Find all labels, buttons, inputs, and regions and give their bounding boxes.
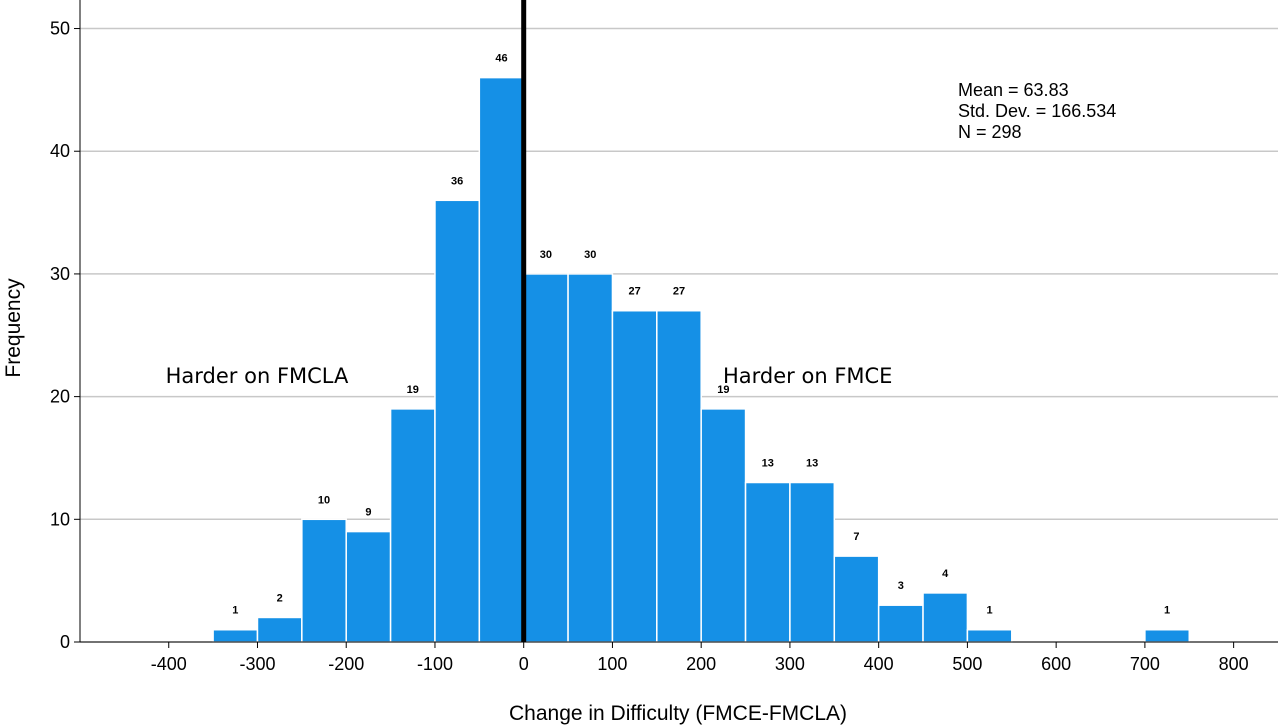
histogram-bar <box>212 628 259 643</box>
histogram-bar <box>256 616 303 643</box>
x-tick-label: 300 <box>775 654 805 674</box>
y-tick-label: 30 <box>50 264 70 284</box>
bar-value-label: 30 <box>584 249 596 261</box>
y-tick-label: 50 <box>50 19 70 39</box>
histogram-bar <box>700 408 747 643</box>
histogram-bar <box>877 604 924 643</box>
bar-value-label: 1 <box>232 605 238 617</box>
histogram-bar <box>966 628 1013 643</box>
x-tick-label: 200 <box>686 654 716 674</box>
x-tick-label: 0 <box>519 654 529 674</box>
bar-value-label: 7 <box>853 531 859 543</box>
histogram-bar <box>522 273 569 643</box>
bar-value-label: 46 <box>495 53 507 65</box>
x-tick-label: 800 <box>1219 654 1249 674</box>
bar-value-label: 13 <box>806 458 818 470</box>
bar-labels: 1 2 10 9 19 36 46 30 30 27 27 19 13 13 7 3 4 1 1 <box>232 53 1170 617</box>
bar-value-label: 9 <box>365 507 371 519</box>
y-tick-labels: 0 10 20 30 40 50 <box>50 19 70 652</box>
histogram-bar <box>611 309 658 643</box>
histogram-bar <box>1144 628 1191 643</box>
bar-value-label: 36 <box>451 175 463 187</box>
histogram-bar <box>478 76 525 643</box>
stats-line: Mean = 63.83 <box>958 80 1069 100</box>
axes <box>74 0 1278 648</box>
histogram-bar <box>389 408 436 643</box>
x-tick-label: -400 <box>151 654 187 674</box>
y-tick-label: 20 <box>50 387 70 407</box>
bar-value-label: 1 <box>1164 605 1170 617</box>
x-tick-label: -100 <box>417 654 453 674</box>
bar-value-label: 30 <box>540 249 552 261</box>
histogram-bar <box>922 592 969 643</box>
x-tick-label: 400 <box>864 654 894 674</box>
x-tick-labels: -400 -300 -200 -100 0 100 200 300 400 500 600 700 80… <box>151 654 1249 674</box>
bar-value-label: 3 <box>898 580 904 592</box>
histogram-bar <box>656 309 702 643</box>
histogram-bar <box>434 199 481 643</box>
bar-value-label: 10 <box>318 494 330 506</box>
y-axis-title: Frequency <box>2 278 25 378</box>
stats-line: Std. Dev. = 166.534 <box>958 101 1116 121</box>
bar-value-label: 19 <box>407 384 419 396</box>
bar-value-label: 27 <box>673 286 685 298</box>
bar-value-label: 2 <box>277 592 283 604</box>
histogram-bar <box>345 530 392 643</box>
bars <box>212 76 1191 643</box>
annotations: Harder on FMCLA Harder on FMCE <box>166 364 893 388</box>
bar-value-label: 13 <box>762 458 774 470</box>
stats-line: N = 298 <box>958 122 1022 142</box>
histogram-bar <box>744 481 791 643</box>
x-axis-title: Change in Difficulty (FMCE-FMCLA) <box>509 702 847 725</box>
bar-value-label: 19 <box>717 384 729 396</box>
x-tick-label: 500 <box>952 654 982 674</box>
annotation-label: Harder on FMCLA <box>166 364 349 388</box>
x-tick-label: 600 <box>1041 654 1071 674</box>
x-tick-label: -300 <box>239 654 275 674</box>
x-tick-label: 700 <box>1130 654 1160 674</box>
y-tick-label: 40 <box>50 141 70 161</box>
histogram-bar <box>833 555 880 643</box>
annotation-label: Harder on FMCE <box>723 364 892 388</box>
x-tick-label: -200 <box>328 654 364 674</box>
bar-value-label: 4 <box>942 568 949 580</box>
x-tick-label: 100 <box>597 654 627 674</box>
histogram-bar <box>789 481 836 643</box>
bar-value-label: 1 <box>987 605 993 617</box>
bar-value-label: 27 <box>629 286 641 298</box>
histogram-bar <box>301 518 347 643</box>
histogram-bar <box>567 273 614 643</box>
y-tick-label: 0 <box>60 632 70 652</box>
y-tick-label: 10 <box>50 509 70 529</box>
